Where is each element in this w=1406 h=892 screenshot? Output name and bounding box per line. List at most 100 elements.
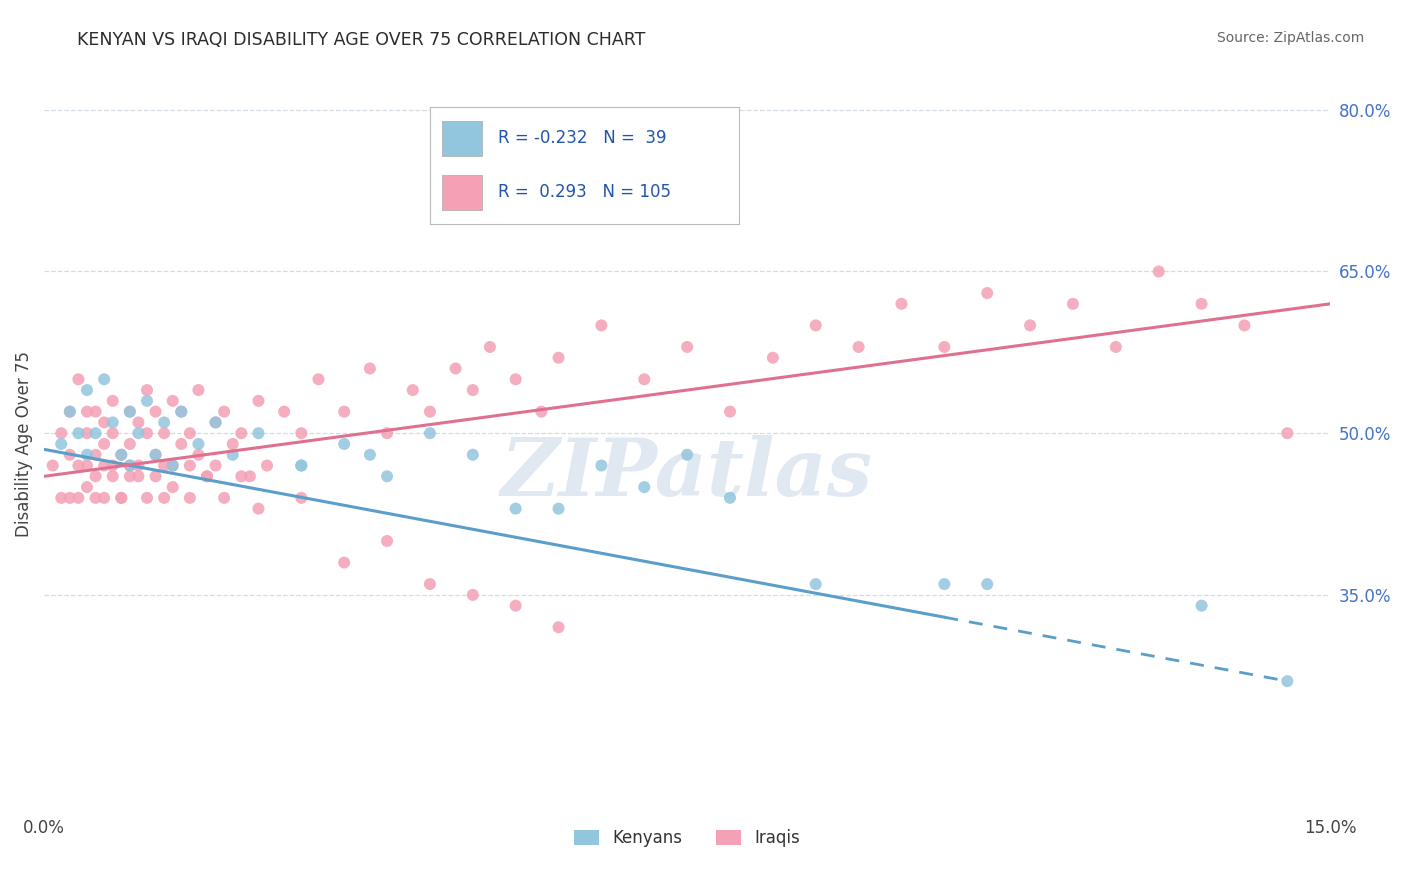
Point [505,372,527,386]
Point [93,437,115,451]
Point [110,491,132,505]
Point [547,351,569,365]
Point [59,448,82,462]
Point [110,448,132,462]
Point [59,404,82,418]
Text: Source: ZipAtlas.com: Source: ZipAtlas.com [1216,31,1364,45]
Text: ZIPatlas: ZIPatlas [501,434,873,512]
Point [51,437,73,451]
Point [84,469,107,483]
Point [848,340,870,354]
Point [145,404,167,418]
Point [76,426,98,441]
Point [204,458,226,473]
Point [145,448,167,462]
Point [976,577,998,591]
Point [222,437,245,451]
Point [676,448,699,462]
Point [118,469,141,483]
Point [231,426,253,441]
Point [195,469,218,483]
Point [718,491,741,505]
Point [419,577,441,591]
Point [375,469,398,483]
Point [67,426,90,441]
Point [1147,264,1170,278]
Point [101,469,124,483]
Point [118,458,141,473]
Point [222,448,245,462]
Point [145,448,167,462]
Point [204,416,226,430]
Legend: Kenyans, Iraqis: Kenyans, Iraqis [568,822,807,854]
Point [804,318,827,333]
Point [84,491,107,505]
Point [179,491,201,505]
Point [93,491,115,505]
Point [333,437,356,451]
Point [718,404,741,418]
Point [41,458,63,473]
Point [84,448,107,462]
Point [1062,297,1084,311]
Point [1277,674,1299,689]
Point [247,501,270,516]
Point [136,383,159,397]
Point [76,480,98,494]
Point [547,620,569,634]
Point [67,491,90,505]
Point [101,426,124,441]
Point [804,577,827,591]
Point [101,393,124,408]
Point [273,404,295,418]
Point [187,383,209,397]
Point [76,448,98,462]
Point [461,588,484,602]
Point [890,297,912,311]
Point [84,404,107,418]
Point [136,426,159,441]
Point [195,469,218,483]
Point [1105,340,1128,354]
Point [162,458,184,473]
Point [162,480,184,494]
Point [212,404,235,418]
Point [67,458,90,473]
Point [170,404,193,418]
Point [290,458,312,473]
Point [93,372,115,386]
Point [110,448,132,462]
Point [231,469,253,483]
Point [676,340,699,354]
Point [136,491,159,505]
Text: KENYAN VS IRAQI DISABILITY AGE OVER 75 CORRELATION CHART: KENYAN VS IRAQI DISABILITY AGE OVER 75 C… [77,31,645,49]
Point [118,404,141,418]
Point [127,416,149,430]
Point [170,437,193,451]
Point [402,383,425,397]
Point [290,458,312,473]
Point [633,372,655,386]
Point [1191,599,1213,613]
Point [101,458,124,473]
Point [308,372,330,386]
Point [51,491,73,505]
Point [127,458,149,473]
Point [59,491,82,505]
Point [118,437,141,451]
Point [153,416,176,430]
Point [110,491,132,505]
Point [359,448,381,462]
Point [247,426,270,441]
Point [187,448,209,462]
Point [153,491,176,505]
Point [162,458,184,473]
Point [762,351,785,365]
Point [333,556,356,570]
Y-axis label: Disability Age Over 75: Disability Age Over 75 [15,351,32,537]
Point [375,426,398,441]
Point [1019,318,1042,333]
Point [153,458,176,473]
Point [934,340,956,354]
Point [59,404,82,418]
